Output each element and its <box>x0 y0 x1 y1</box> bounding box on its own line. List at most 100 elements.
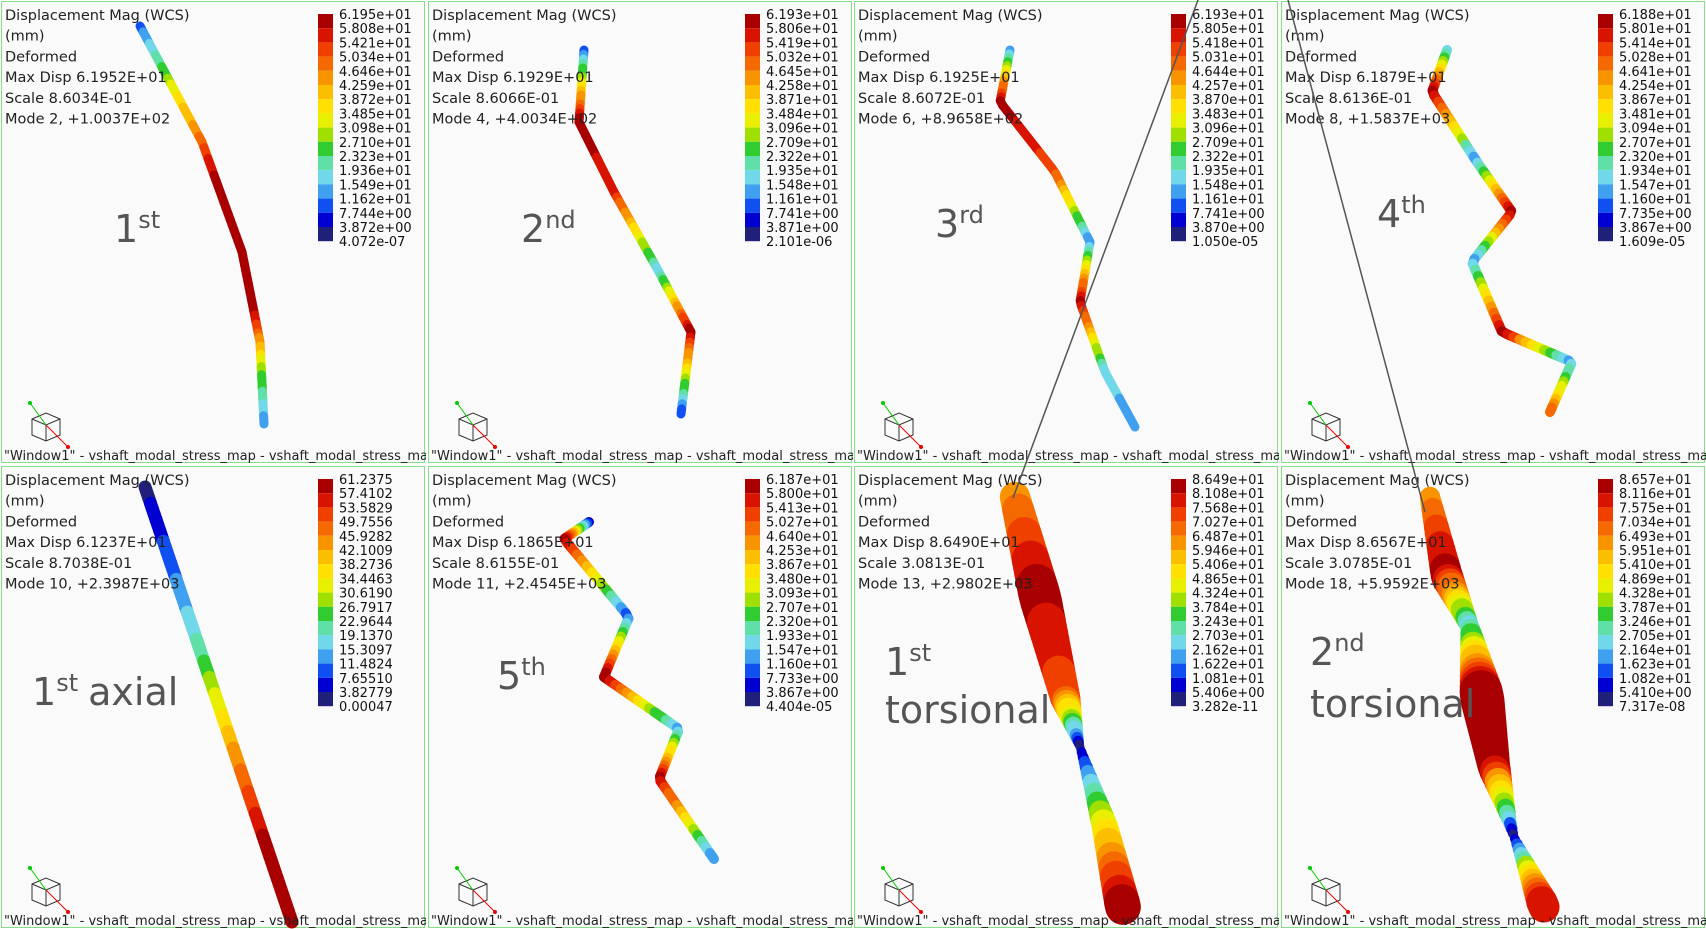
legend-value: 3.480e+01 <box>766 572 839 587</box>
legend-value: 3.867e+01 <box>766 558 839 573</box>
axis-triad <box>28 866 70 914</box>
triad-x <box>473 890 495 912</box>
legend-value: 2.322e+01 <box>766 150 839 165</box>
legend-value: 2.162e+01 <box>1192 643 1265 658</box>
legend-value: 2.164e+01 <box>1619 643 1692 658</box>
legend-value: 3.872e+01 <box>339 93 412 108</box>
legend-band <box>1171 678 1186 692</box>
legend-band <box>1598 522 1613 536</box>
mode-label: 1st <box>114 206 160 251</box>
viewport-panel: Displacement Mag (WCS)(mm)DeformedMax Di… <box>428 466 852 928</box>
window-footer: "Window1" - vshaft_modal_stress_map - vs… <box>431 914 853 929</box>
result-header: Scale 8.6066E-01 <box>432 91 559 107</box>
legend-value: 1.162e+01 <box>339 193 412 208</box>
legend-value: 3.096e+01 <box>766 122 839 137</box>
legend-value: 5.801e+01 <box>1619 22 1692 37</box>
legend-value: 1.050e-05 <box>1192 235 1258 250</box>
legend-band <box>1171 71 1186 85</box>
legend-band <box>745 678 760 692</box>
mode-suffix: st <box>56 669 78 697</box>
legend-value: 3.098e+01 <box>339 122 412 137</box>
screenshot: Displacement Mag (WCS)(mm)DeformedMax Di… <box>0 0 1706 929</box>
legend-band <box>1598 649 1613 663</box>
legend-band <box>318 550 333 564</box>
legend-value: 8.649e+01 <box>1192 473 1265 488</box>
legend-band <box>745 536 760 550</box>
window-footer: "Window1" - vshaft_modal_stress_map - vs… <box>857 914 1279 929</box>
legend-value: 3.483e+01 <box>1192 107 1265 122</box>
result-header: Deformed <box>432 49 504 65</box>
legend-value: 1.547e+01 <box>766 643 839 658</box>
result-header: (mm) <box>5 29 45 45</box>
legend-value: 7.741e+00 <box>1192 207 1265 222</box>
legend-value: 5.410e+01 <box>1619 558 1692 573</box>
legend-value: 5.419e+01 <box>766 36 839 51</box>
legend-band <box>1598 550 1613 564</box>
legend-band <box>1598 479 1613 493</box>
legend-value: 7.317e-08 <box>1619 700 1685 715</box>
legend-band <box>1598 507 1613 521</box>
legend-band <box>745 156 760 170</box>
legend-band <box>745 564 760 578</box>
legend-band <box>318 522 333 536</box>
legend-band <box>318 664 333 678</box>
legend-value: 2.322e+01 <box>1192 150 1265 165</box>
legend-value: 4.869e+01 <box>1619 572 1692 587</box>
legend-band <box>745 550 760 564</box>
legend-value: 3.870e+01 <box>1192 93 1265 108</box>
legend-band <box>318 128 333 142</box>
legend-value: 1.935e+01 <box>1192 164 1265 179</box>
legend-band <box>318 593 333 607</box>
legend-band <box>318 14 333 28</box>
legend-band <box>1598 493 1613 507</box>
legend-band <box>745 199 760 213</box>
legend-band <box>318 227 333 241</box>
legend-value: 2.710e+01 <box>339 136 412 151</box>
window-footer: "Window1" - vshaft_modal_stress_map - vs… <box>431 449 853 464</box>
legend-value: 2.707e+01 <box>766 601 839 616</box>
legend-band <box>1171 522 1186 536</box>
legend-value: 11.4824 <box>339 658 393 673</box>
legend-value: 6.193e+01 <box>1192 8 1265 23</box>
legend-value: 4.072e-07 <box>339 235 405 250</box>
legend-band <box>1598 57 1613 71</box>
legend-band <box>1598 692 1613 706</box>
axis-triad <box>28 401 70 449</box>
mode-suffix: rd <box>959 201 984 229</box>
triad-dot <box>1308 866 1312 870</box>
mode-number: 4 <box>1377 192 1401 236</box>
legend-value: 5.806e+01 <box>766 22 839 37</box>
legend-band <box>318 170 333 184</box>
legend-band <box>318 578 333 592</box>
legend-band <box>1171 621 1186 635</box>
legend-band <box>318 213 333 227</box>
legend-value: 2.320e+01 <box>1619 150 1692 165</box>
triad-x <box>899 425 921 447</box>
legend-value: 1.082e+01 <box>1619 672 1692 687</box>
legend-band <box>1171 57 1186 71</box>
legend-band <box>318 113 333 127</box>
result-header: (mm) <box>5 494 45 510</box>
legend-value: 8.108e+01 <box>1192 487 1265 502</box>
legend-value: 5.410e+00 <box>1619 686 1692 701</box>
legend-band <box>1171 507 1186 521</box>
legend-value: 5.421e+01 <box>339 36 412 51</box>
legend-value: 7.744e+00 <box>339 207 412 222</box>
legend-band <box>318 479 333 493</box>
result-header: Displacement Mag (WCS) <box>432 8 616 24</box>
legend-value: 2.709e+01 <box>766 136 839 151</box>
result-header: Scale 8.6136E-01 <box>1285 91 1412 107</box>
legend-band <box>318 607 333 621</box>
legend-band <box>1598 578 1613 592</box>
legend-band <box>1171 578 1186 592</box>
legend-value: 1.933e+01 <box>766 629 839 644</box>
axis-triad <box>455 866 497 914</box>
legend-value: 3.094e+01 <box>1619 122 1692 137</box>
result-header: (mm) <box>858 494 898 510</box>
legend-value: 22.9644 <box>339 615 393 630</box>
legend-value: 2.323e+01 <box>339 150 412 165</box>
legend-band <box>318 507 333 521</box>
result-header: Displacement Mag (WCS) <box>432 473 616 489</box>
legend-band <box>745 227 760 241</box>
